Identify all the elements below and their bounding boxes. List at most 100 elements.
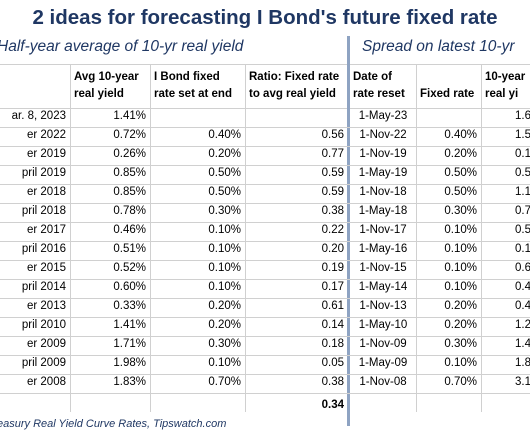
table-row: er 2019 0.26% 0.20% 0.77 1-Nov-19 0.20% 0.1 bbox=[0, 146, 530, 163]
cell-period: pril 2014 bbox=[21, 281, 66, 293]
cell-period: pril 2016 bbox=[21, 243, 66, 255]
cell-fixed-rate: 0.70% bbox=[444, 376, 477, 388]
header-ten-yr: 10-year real yi bbox=[485, 71, 526, 100]
cell-ten-yr: 0.6 bbox=[515, 262, 530, 274]
cell-ten-yr: 1.2 bbox=[515, 319, 530, 331]
row-separator bbox=[0, 146, 530, 147]
cell-avg-real-yield: 0.46% bbox=[113, 224, 146, 236]
cell-ten-yr: 0.5 bbox=[515, 167, 530, 179]
cell-avg-real-yield: 0.85% bbox=[113, 167, 146, 179]
cell-ten-yr: 1.8 bbox=[515, 357, 530, 369]
cell-period: pril 2010 bbox=[21, 319, 66, 331]
row-separator bbox=[0, 184, 530, 185]
cell-fixed-rate-set: 0.20% bbox=[208, 148, 241, 160]
cell-date-reset: 1-May-18 bbox=[358, 205, 408, 217]
cell-date-reset: 1-Nov-13 bbox=[359, 300, 407, 312]
cell-ratio: 0.56 bbox=[321, 129, 344, 141]
cell-fixed-rate: 0.10% bbox=[444, 243, 477, 255]
cell-ratio bbox=[245, 108, 344, 125]
row-separator bbox=[0, 260, 530, 261]
cell-avg-real-yield: 1.71% bbox=[113, 338, 146, 350]
cell-period: pril 2018 bbox=[21, 205, 66, 217]
cell-ten-yr: 0.7 bbox=[515, 205, 530, 217]
left-section-title: Half-year average of 10-yr real yield bbox=[0, 38, 244, 55]
cell-avg-real-yield: 0.33% bbox=[113, 300, 146, 312]
cell-date-reset: 1-May-19 bbox=[358, 167, 408, 179]
cell-fixed-rate-set: 0.20% bbox=[208, 319, 241, 331]
cell-date-reset: 1-Nov-18 bbox=[359, 186, 407, 198]
cell-fixed-rate-set: 0.10% bbox=[208, 224, 241, 236]
cell-ten-yr: 0.1 bbox=[515, 243, 530, 255]
cell-date-reset: 1-Nov-22 bbox=[359, 129, 407, 141]
cell-ten-yr: 1.1 bbox=[515, 186, 530, 198]
header-ratio: Ratio: Fixed rate to avg real yield bbox=[249, 71, 340, 100]
cell-fixed-rate: 0.20% bbox=[444, 148, 477, 160]
cell-period: er 2019 bbox=[26, 148, 66, 160]
cell-ratio: 0.38 bbox=[321, 376, 344, 388]
cell-avg-real-yield: 1.41% bbox=[113, 110, 146, 122]
row-separator bbox=[0, 222, 530, 223]
grid-line-header-bottom bbox=[0, 108, 530, 109]
cell-fixed-rate-set: 0.20% bbox=[208, 300, 241, 312]
cell-fixed-rate: 0.50% bbox=[444, 167, 477, 179]
grid-line-col5 bbox=[416, 64, 417, 412]
cell-ratio: 0.22 bbox=[321, 224, 344, 236]
cell-avg-real-yield: 0.60% bbox=[113, 281, 146, 293]
cell-ratio: 0.19 bbox=[321, 262, 344, 274]
row-separator bbox=[0, 279, 530, 280]
cell-date-reset: 1-May-23 bbox=[358, 110, 408, 122]
cell-period: er 2022 bbox=[26, 129, 66, 141]
cell-date-reset: 1-May-09 bbox=[358, 357, 408, 369]
table-row: er 2018 0.85% 0.50% 0.59 1-Nov-18 0.50% 1.1 bbox=[0, 184, 530, 201]
cell-ten-yr: 3.1 bbox=[515, 376, 530, 388]
cell-avg-real-yield: 1.98% bbox=[113, 357, 146, 369]
cell-fixed-rate: 0.10% bbox=[444, 224, 477, 236]
cell-period: pril 2019 bbox=[21, 167, 66, 179]
table-row: er 2009 1.71% 0.30% 0.18 1-Nov-09 0.30% 1.4 bbox=[0, 336, 530, 353]
cell-fixed-rate-set bbox=[150, 108, 241, 125]
header-avg-real-yield: Avg 10-year real yield bbox=[74, 71, 139, 100]
cell-fixed-rate-set: 0.10% bbox=[208, 357, 241, 369]
cell-ratio: 0.20 bbox=[321, 243, 344, 255]
cell-period: er 2008 bbox=[26, 376, 66, 388]
cell-fixed-rate-set: 0.50% bbox=[208, 186, 241, 198]
cell-date-reset: 1-Nov-17 bbox=[359, 224, 407, 236]
cell-ten-yr: 1.5 bbox=[515, 129, 530, 141]
row-separator bbox=[0, 241, 530, 242]
cell-fixed-rate: 0.50% bbox=[444, 186, 477, 198]
cell-period: er 2013 bbox=[26, 300, 66, 312]
cell-fixed-rate: 0.10% bbox=[444, 357, 477, 369]
cell-avg-real-yield: 0.51% bbox=[113, 243, 146, 255]
cell-avg-real-yield: 0.78% bbox=[113, 205, 146, 217]
cell-period: er 2009 bbox=[26, 338, 66, 350]
grid-line-col6 bbox=[481, 64, 482, 412]
row-separator bbox=[0, 298, 530, 299]
cell-fixed-rate: 0.30% bbox=[444, 205, 477, 217]
row-separator bbox=[0, 317, 530, 318]
table-row: er 2022 0.72% 0.40% 0.56 1-Nov-22 0.40% 1.5 bbox=[0, 127, 530, 144]
cell-fixed-rate bbox=[416, 108, 477, 125]
cell-date-reset: 1-May-16 bbox=[358, 243, 408, 255]
cell-ratio: 0.17 bbox=[321, 281, 344, 293]
cell-ratio: 0.59 bbox=[321, 186, 344, 198]
table-row: pril 2009 1.98% 0.10% 0.05 1-May-09 0.10% 1.8 bbox=[0, 355, 530, 372]
cell-date-reset: 1-Nov-19 bbox=[359, 148, 407, 160]
cell-fixed-rate-set: 0.30% bbox=[208, 205, 241, 217]
table-row: er 2015 0.52% 0.10% 0.19 1-Nov-15 0.10% 0.6 bbox=[0, 260, 530, 277]
header-fixed-rate: Fixed rate bbox=[420, 88, 475, 100]
grid-line-col3 bbox=[245, 64, 246, 412]
cell-avg-real-yield: 1.83% bbox=[113, 376, 146, 388]
row-separator bbox=[0, 336, 530, 337]
source-note: easury Real Yield Curve Rates, Tipswatch… bbox=[0, 418, 227, 430]
row-separator bbox=[0, 393, 530, 394]
cell-period: er 2015 bbox=[26, 262, 66, 274]
cell-ten-yr: 1.6 bbox=[515, 110, 530, 122]
page-title: 2 ideas for forecasting I Bond's future … bbox=[32, 6, 498, 29]
table-row: er 2008 1.83% 0.70% 0.38 1-Nov-08 0.70% 3.1 bbox=[0, 374, 530, 391]
row-separator bbox=[0, 355, 530, 356]
cell-fixed-rate-set: 0.40% bbox=[208, 129, 241, 141]
row-separator bbox=[0, 203, 530, 204]
cell-ratio: 0.18 bbox=[321, 338, 344, 350]
right-section-title: Spread on latest 10-yr bbox=[362, 38, 515, 55]
grid-line-col2 bbox=[150, 64, 151, 412]
